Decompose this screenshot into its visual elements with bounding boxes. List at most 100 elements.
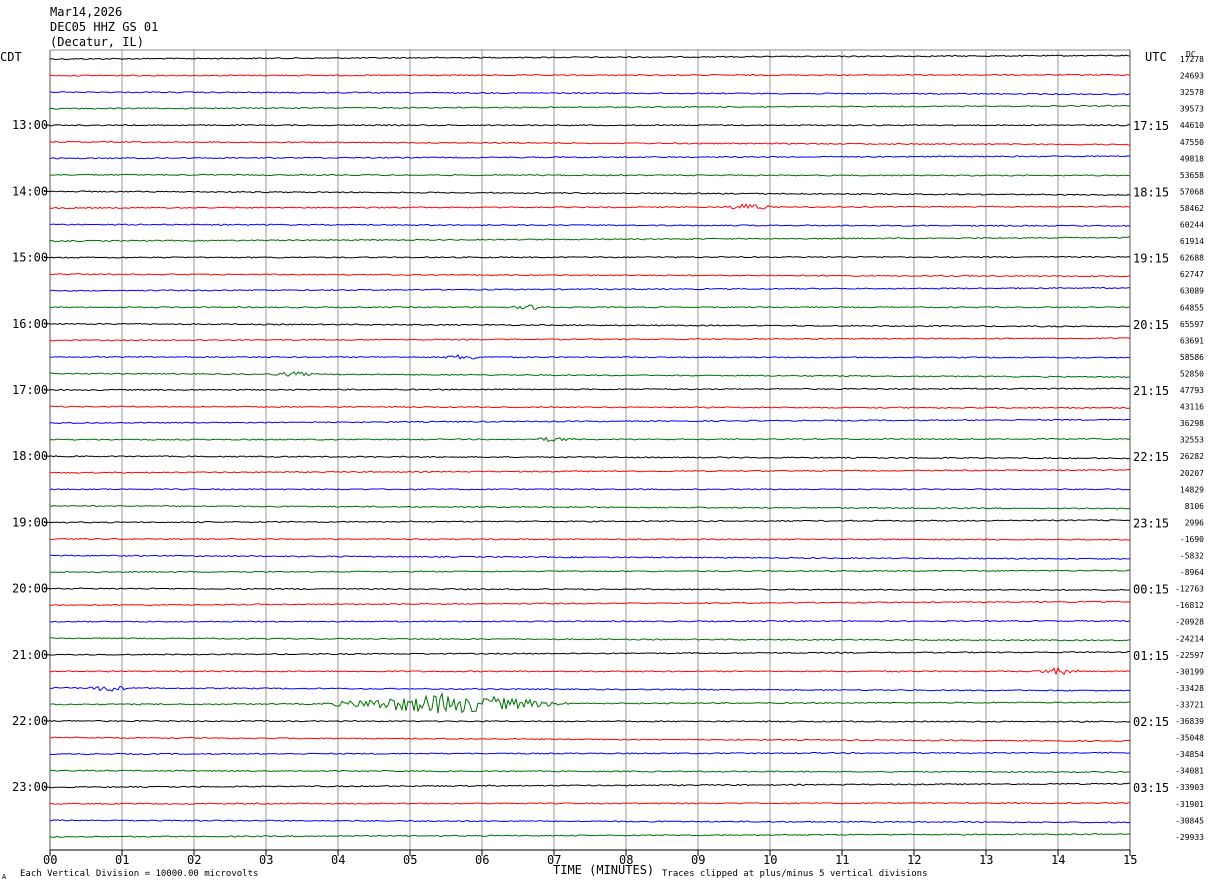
trace-line [49, 371, 1131, 379]
x-tick-label: 10 [763, 853, 777, 867]
trace-line [49, 223, 1131, 227]
dc-offset-label: -24214 [1175, 634, 1204, 643]
x-tick-label: 09 [691, 853, 705, 867]
dc-offset-label: 52850 [1180, 369, 1204, 378]
trace-line [49, 155, 1131, 160]
trace-line [49, 666, 1131, 676]
dc-offset-label: 62688 [1180, 254, 1204, 263]
dc-offset-label: -33721 [1175, 700, 1204, 709]
x-tick-label: 02 [187, 853, 201, 867]
header-location: (Decatur, IL) [50, 35, 144, 49]
dc-offset-label: -5832 [1180, 552, 1204, 561]
trace-line [49, 488, 1131, 491]
trace-line [49, 140, 1131, 146]
dc-offset-label: 60244 [1180, 221, 1204, 230]
right-hour-label: 21:15 [1133, 384, 1169, 398]
minute-grid [49, 49, 1131, 851]
trace-group [49, 54, 1131, 838]
left-zone-label: CDT [0, 50, 22, 64]
dc-label: DC [1186, 50, 1196, 59]
trace-line [49, 173, 1131, 177]
dc-offset-label: 49818 [1180, 154, 1204, 163]
trace-line [49, 537, 1131, 541]
dc-offset-label: -1690 [1180, 535, 1204, 544]
dc-offset-label: 63089 [1180, 287, 1204, 296]
left-hour-label: 18:00 [12, 449, 48, 463]
dc-offset-label: -33428 [1175, 684, 1204, 693]
trace-line [49, 736, 1130, 743]
x-tick-label: 06 [475, 853, 489, 867]
scale-note: Each Vertical Division = 10000.00 microv… [20, 869, 258, 879]
trace-line [49, 104, 1131, 110]
dc-offset-label: -34081 [1175, 767, 1204, 776]
trace-line [49, 190, 1131, 196]
dc-offset-label: 62747 [1180, 270, 1204, 279]
dc-offset-label: -33903 [1175, 783, 1204, 792]
dc-offset-label: -36839 [1175, 717, 1204, 726]
trace-line [49, 587, 1131, 592]
right-zone-label: UTC [1145, 50, 1167, 64]
x-tick-label: 11 [835, 853, 849, 867]
left-hour-label: 14:00 [12, 184, 48, 198]
dc-offset-label: 47550 [1180, 138, 1204, 147]
left-hour-label: 22:00 [12, 714, 48, 728]
x-tick-labels: 00 01 02 03 04 05 06 07 08 09 10 11 12 13 14 15 [43, 850, 1137, 867]
trace-line [49, 504, 1131, 510]
x-tick-label: 07 [547, 853, 561, 867]
header-date: Mar14,2026 [50, 5, 122, 19]
left-hour-label: 19:00 [12, 515, 48, 529]
left-hour-label: 13:00 [12, 118, 48, 132]
trace-line [49, 418, 1131, 425]
trace-line [49, 354, 1131, 360]
x-tick-label: 14 [1051, 853, 1065, 867]
trace-line [49, 519, 1131, 524]
trace-line [49, 600, 1131, 607]
x-tick-label: 01 [115, 853, 129, 867]
dc-offset-label: 8106 [1185, 502, 1204, 511]
left-hour-label: 23:00 [12, 780, 48, 794]
dc-offset-label: -12763 [1175, 585, 1204, 594]
trace-line [49, 801, 1131, 805]
trace-line [49, 54, 1131, 61]
trace-line [49, 124, 1131, 127]
dc-offset-label: -31901 [1175, 800, 1204, 809]
dc-offset-label: 65597 [1180, 320, 1204, 329]
right-hour-label: 22:15 [1133, 450, 1169, 464]
x-tick-label: 15 [1123, 853, 1137, 867]
dc-offset-label: -22597 [1175, 651, 1204, 660]
trace-line [49, 819, 1131, 824]
trace-line [49, 91, 1131, 96]
trace-line [49, 203, 1131, 210]
dc-offset-label: 32578 [1180, 88, 1204, 97]
right-hour-label: 03:15 [1133, 781, 1169, 795]
x-tick-label: 04 [331, 853, 345, 867]
dc-offset-label: 39573 [1180, 105, 1204, 114]
right-hour-label: 02:15 [1133, 715, 1169, 729]
dc-offset-label: 43116 [1180, 403, 1204, 412]
dc-offset-label: -30199 [1175, 667, 1204, 676]
dc-offset-label: -29933 [1175, 833, 1204, 842]
x-tick-label: 12 [907, 853, 921, 867]
trace-line [49, 405, 1131, 410]
trace-line [49, 468, 1131, 474]
right-hour-label: 19:15 [1133, 252, 1169, 266]
dc-offset-label: -20928 [1175, 618, 1204, 627]
dc-offset-label: 44610 [1180, 121, 1204, 130]
dc-offset-label: 58462 [1180, 204, 1204, 213]
trace-line [49, 719, 1131, 723]
left-hour-labels: 13:00 14:00 15:00 16:00 17:00 18:00 19:00 20:00… [12, 118, 50, 794]
dc-offset-label: -8964 [1180, 568, 1204, 577]
trace-line [49, 691, 1131, 714]
trace-line [49, 387, 1131, 392]
trace-line [49, 637, 1131, 642]
right-hour-label: 23:15 [1133, 516, 1169, 530]
dc-offset-label: -16812 [1175, 601, 1204, 610]
trace-line [49, 619, 1131, 623]
x-tick-label: 03 [259, 853, 273, 867]
dc-offset-label: 36298 [1180, 419, 1204, 428]
dc-offset-label: 32553 [1180, 436, 1204, 445]
dc-offset-label: 47793 [1180, 386, 1204, 395]
trace-line [49, 255, 1131, 259]
dc-offset-label: 26282 [1180, 452, 1204, 461]
